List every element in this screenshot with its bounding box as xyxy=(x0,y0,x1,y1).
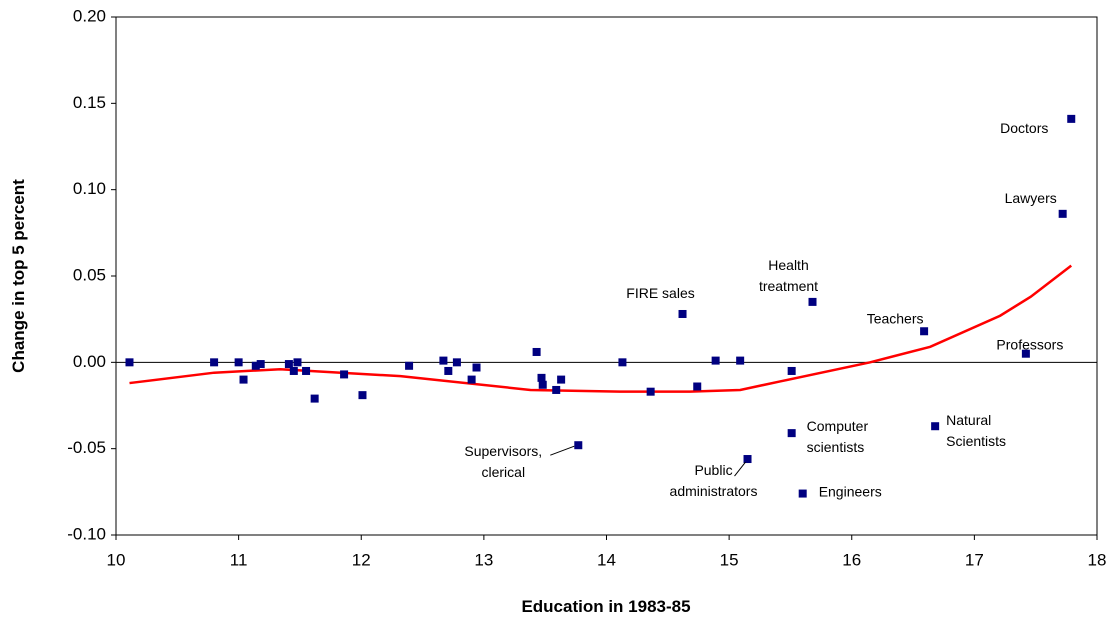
data-point xyxy=(234,358,243,367)
data-point xyxy=(552,385,561,394)
point-label: Computer scientists xyxy=(807,418,869,455)
data-point xyxy=(743,455,752,464)
data-point xyxy=(920,327,929,336)
y-tick-label: 0.00 xyxy=(73,352,106,371)
x-axis-title: Education in 1983-85 xyxy=(521,597,690,616)
leader-line xyxy=(550,445,575,456)
data-point xyxy=(467,375,476,384)
y-tick-label: -0.05 xyxy=(67,438,106,457)
data-point xyxy=(646,387,655,396)
data-point xyxy=(444,366,453,375)
data-point xyxy=(439,356,448,365)
x-tick-label: 14 xyxy=(597,550,616,569)
data-point xyxy=(472,363,481,372)
data-point xyxy=(358,391,367,400)
data-point xyxy=(787,429,796,438)
y-tick-label: 0.15 xyxy=(73,93,106,112)
x-tick-label: 18 xyxy=(1088,550,1107,569)
point-label: FIRE sales xyxy=(626,285,694,301)
point-label: Engineers xyxy=(819,484,882,500)
data-point xyxy=(284,360,293,369)
data-point xyxy=(736,356,745,365)
x-tick-label: 12 xyxy=(352,550,371,569)
x-tick-label: 10 xyxy=(107,550,126,569)
data-point xyxy=(931,422,940,431)
data-point xyxy=(125,358,134,367)
data-point xyxy=(537,373,546,382)
leader-line xyxy=(734,461,746,477)
data-point xyxy=(1058,209,1067,218)
point-label: Supervisors, clerical xyxy=(464,443,542,480)
data-point xyxy=(405,361,414,370)
data-point xyxy=(678,309,687,318)
data-point xyxy=(574,441,583,450)
data-point xyxy=(256,360,265,369)
data-point xyxy=(538,380,547,389)
data-point xyxy=(787,366,796,375)
point-label: Professors xyxy=(996,337,1063,353)
data-point xyxy=(289,366,298,375)
y-tick-label: 0.20 xyxy=(73,6,106,25)
data-point xyxy=(210,358,219,367)
data-point xyxy=(302,366,311,375)
x-tick-label: 17 xyxy=(965,550,984,569)
data-point xyxy=(532,347,541,356)
data-point xyxy=(293,358,302,367)
data-point xyxy=(557,375,566,384)
data-point xyxy=(310,394,319,403)
y-tick-label: -0.10 xyxy=(67,524,106,543)
x-tick-label: 13 xyxy=(474,550,493,569)
point-label: Doctors xyxy=(1000,120,1048,136)
point-label: Lawyers xyxy=(1005,190,1057,206)
data-point xyxy=(239,375,248,384)
data-point xyxy=(798,489,807,498)
data-point xyxy=(1021,349,1030,358)
data-point xyxy=(808,297,817,306)
x-tick-label: 11 xyxy=(230,550,248,569)
x-tick-label: 15 xyxy=(720,550,739,569)
data-point xyxy=(340,370,349,379)
point-label: Health treatment xyxy=(759,257,818,294)
fit-line xyxy=(129,264,1073,393)
data-point xyxy=(452,358,461,367)
point-label: Teachers xyxy=(867,310,924,326)
y-axis-title: Change in top 5 percent xyxy=(9,179,28,373)
data-point xyxy=(693,382,702,391)
data-point xyxy=(1067,114,1076,123)
y-tick-label: 0.10 xyxy=(73,179,106,198)
data-point xyxy=(251,361,260,370)
data-point xyxy=(618,358,627,367)
x-tick-label: 16 xyxy=(842,550,861,569)
point-label: Public administrators xyxy=(670,462,758,499)
point-label: Natural Scientists xyxy=(946,412,1006,449)
plot-frame xyxy=(115,16,1098,536)
data-point xyxy=(711,356,720,365)
y-tick-label: 0.05 xyxy=(73,265,106,284)
